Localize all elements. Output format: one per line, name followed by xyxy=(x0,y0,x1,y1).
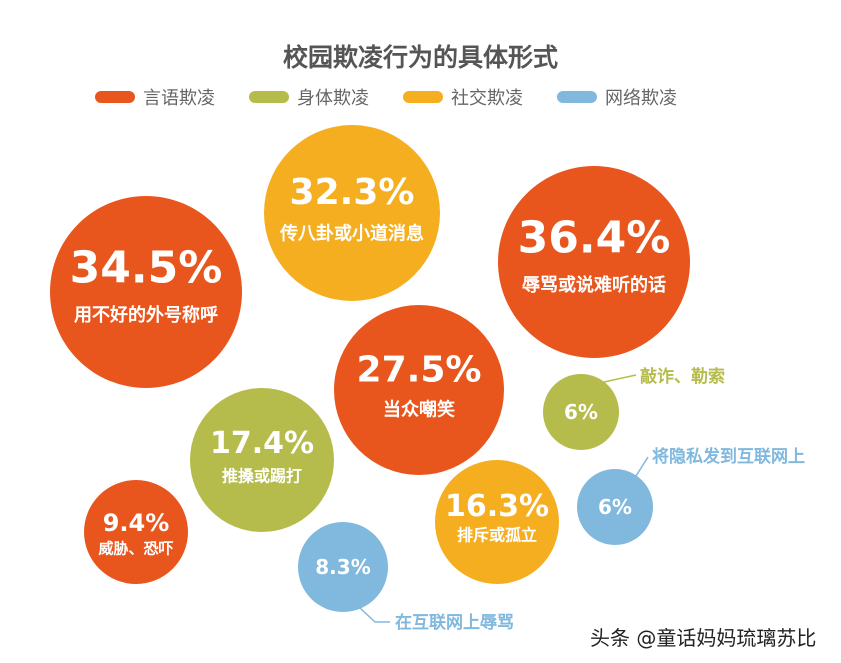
callout-line xyxy=(635,456,649,477)
legend-swatch xyxy=(249,91,289,103)
bubble-value-label: 9.4% xyxy=(103,509,170,537)
legend-item-physical: 身体欺凌 xyxy=(249,84,369,110)
callout-label: 将隐私发到互联网上 xyxy=(652,446,805,467)
legend-item-verbal: 言语欺凌 xyxy=(95,84,215,110)
legend-label: 网络欺凌 xyxy=(605,88,677,109)
bubble xyxy=(264,125,440,301)
bubble xyxy=(543,374,619,450)
callout-label: 敲诈、勒索 xyxy=(640,366,725,387)
bubble-value-label: 27.5% xyxy=(357,350,482,391)
bubble-category-label: 当众嘲笑 xyxy=(383,399,455,421)
legend-swatch xyxy=(95,91,135,103)
legend-label: 社交欺凌 xyxy=(451,88,523,109)
legend-label: 言语欺凌 xyxy=(143,88,215,109)
legend-item-cyber: 网络欺凌 xyxy=(557,84,677,110)
legend-item-social: 社交欺凌 xyxy=(403,84,523,110)
bubble-value-label: 16.3% xyxy=(445,489,549,524)
bubble xyxy=(84,480,188,584)
callout-label: 在互联网上辱骂 xyxy=(395,612,514,633)
bubble xyxy=(50,196,242,388)
bubble xyxy=(190,388,334,532)
bubble-value-label: 36.4% xyxy=(518,212,671,263)
legend: 言语欺凌 身体欺凌 社交欺凌 网络欺凌 xyxy=(95,84,677,110)
bubble xyxy=(334,305,504,475)
bubble-category-label: 辱骂或说难听的话 xyxy=(522,274,666,296)
legend-swatch xyxy=(557,91,597,103)
callout-line xyxy=(359,607,390,623)
bubble xyxy=(298,522,388,612)
bubble-value-label: 34.5% xyxy=(70,242,223,293)
chart-title: 校园欺凌行为的具体形式 xyxy=(282,43,558,72)
bubble-category-label: 传八卦或小道消息 xyxy=(279,222,424,244)
bubble-category-label: 排斥或孤立 xyxy=(457,526,537,545)
bubble-value-label: 32.3% xyxy=(290,172,415,213)
bubble xyxy=(577,469,653,545)
bubble-value-label: 6% xyxy=(598,495,632,519)
callout-line xyxy=(603,374,637,383)
bubble-value-label: 8.3% xyxy=(315,555,370,579)
legend-label: 身体欺凌 xyxy=(297,88,369,109)
bubble-value-label: 17.4% xyxy=(210,426,314,461)
bubble-category-label: 推搡或踢打 xyxy=(222,467,302,486)
watermark: 头条 @童话妈妈琉璃苏比 xyxy=(590,626,817,650)
bubble xyxy=(435,460,559,584)
bubble-category-label: 用不好的外号称呼 xyxy=(74,304,218,326)
bubble-value-label: 6% xyxy=(564,400,598,424)
legend-swatch xyxy=(403,91,443,103)
bubble xyxy=(498,166,690,358)
bubble-category-label: 威胁、恐吓 xyxy=(98,540,173,558)
